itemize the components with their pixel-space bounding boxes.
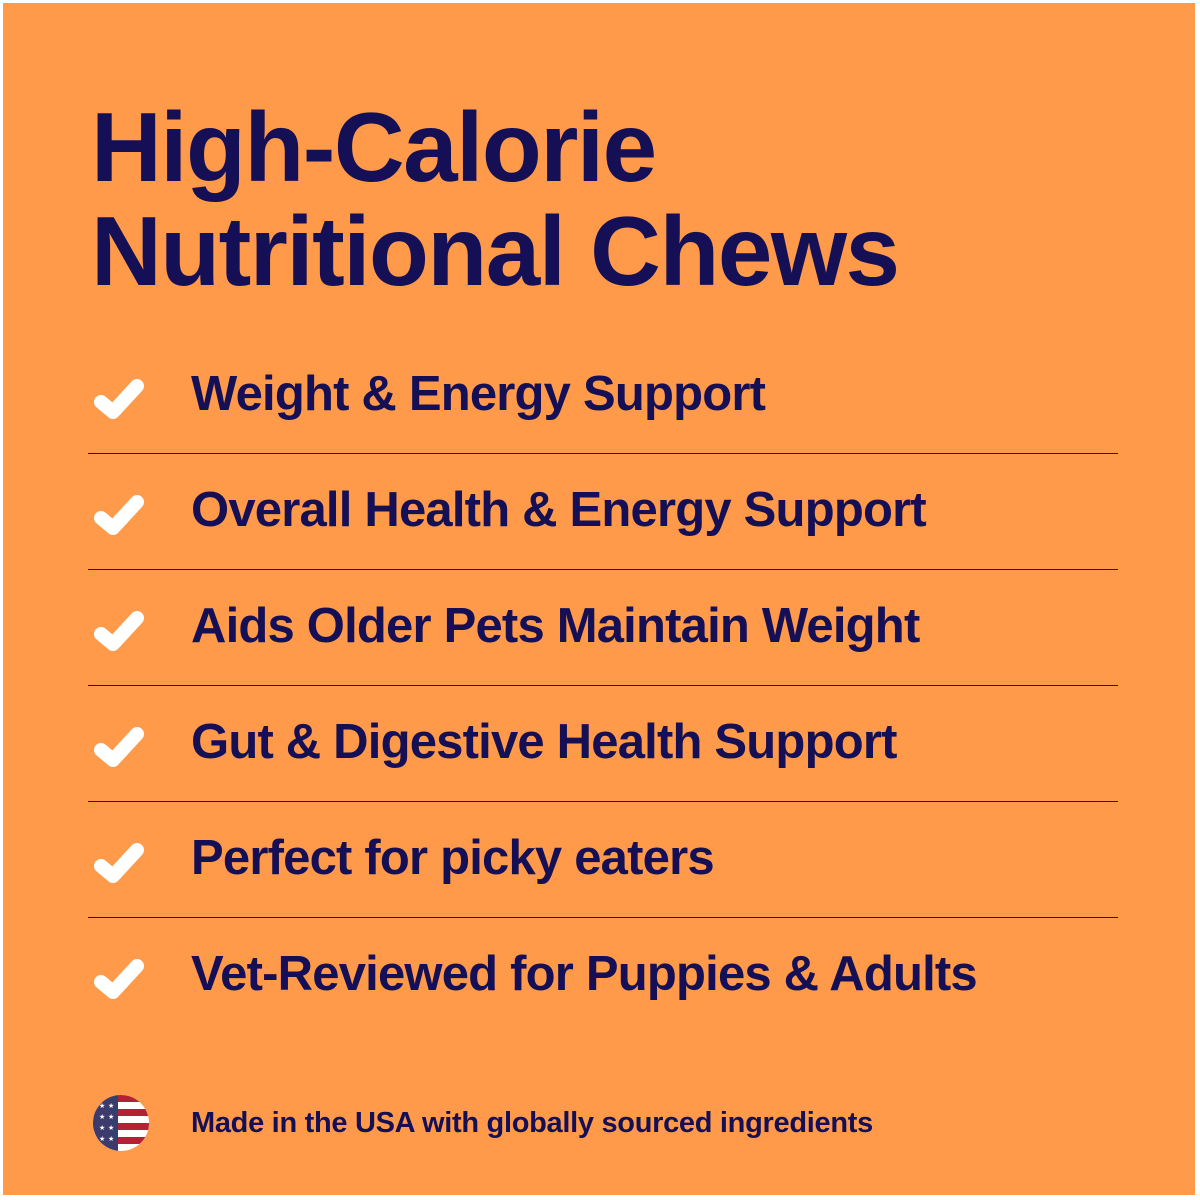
svg-text:★: ★ — [108, 1113, 114, 1121]
feature-label: Perfect for picky eaters — [191, 831, 715, 885]
feature-item: Weight & Energy Support — [88, 338, 1118, 454]
svg-text:★: ★ — [99, 1113, 105, 1121]
made-in-usa-text: Made in the USA with globally sourced in… — [191, 1106, 873, 1139]
feature-item: Perfect for picky eaters — [88, 802, 1118, 918]
check-icon — [94, 727, 144, 767]
feature-item: Gut & Digestive Health Support — [88, 686, 1118, 802]
svg-text:★: ★ — [108, 1124, 114, 1132]
feature-item: Aids Older Pets Maintain Weight — [88, 570, 1118, 686]
feature-label: Vet-Reviewed for Puppies & Adults — [191, 947, 978, 1001]
feature-label: Aids Older Pets Maintain Weight — [191, 599, 920, 653]
infographic-panel: High-Calorie Nutritional Chews Weight & … — [3, 3, 1195, 1195]
svg-text:★: ★ — [108, 1102, 114, 1110]
svg-text:★: ★ — [99, 1135, 105, 1143]
headline-line-2: Nutritional Chews — [91, 196, 900, 306]
feature-label: Weight & Energy Support — [191, 367, 766, 421]
check-icon — [94, 379, 144, 419]
feature-list: Weight & Energy Support Overall Health &… — [88, 338, 1118, 1034]
check-icon — [94, 611, 144, 651]
feature-label: Gut & Digestive Health Support — [191, 715, 897, 769]
check-icon — [94, 959, 144, 999]
check-icon — [94, 495, 144, 535]
headline-line-1: High-Calorie — [91, 92, 657, 202]
footer: ★ ★ ★ ★ ★ ★ ★ ★ Made in the USA with globall… — [93, 1095, 873, 1151]
feature-item: Vet-Reviewed for Puppies & Adults — [88, 918, 1118, 1034]
us-flag-icon: ★ ★ ★ ★ ★ ★ ★ ★ — [93, 1095, 149, 1151]
svg-text:★: ★ — [99, 1102, 105, 1110]
feature-label: Overall Health & Energy Support — [191, 483, 927, 537]
headline: High-Calorie Nutritional Chews — [91, 92, 900, 306]
svg-text:★: ★ — [99, 1124, 105, 1132]
feature-item: Overall Health & Energy Support — [88, 454, 1118, 570]
check-icon — [94, 843, 144, 883]
svg-text:★: ★ — [108, 1135, 114, 1143]
